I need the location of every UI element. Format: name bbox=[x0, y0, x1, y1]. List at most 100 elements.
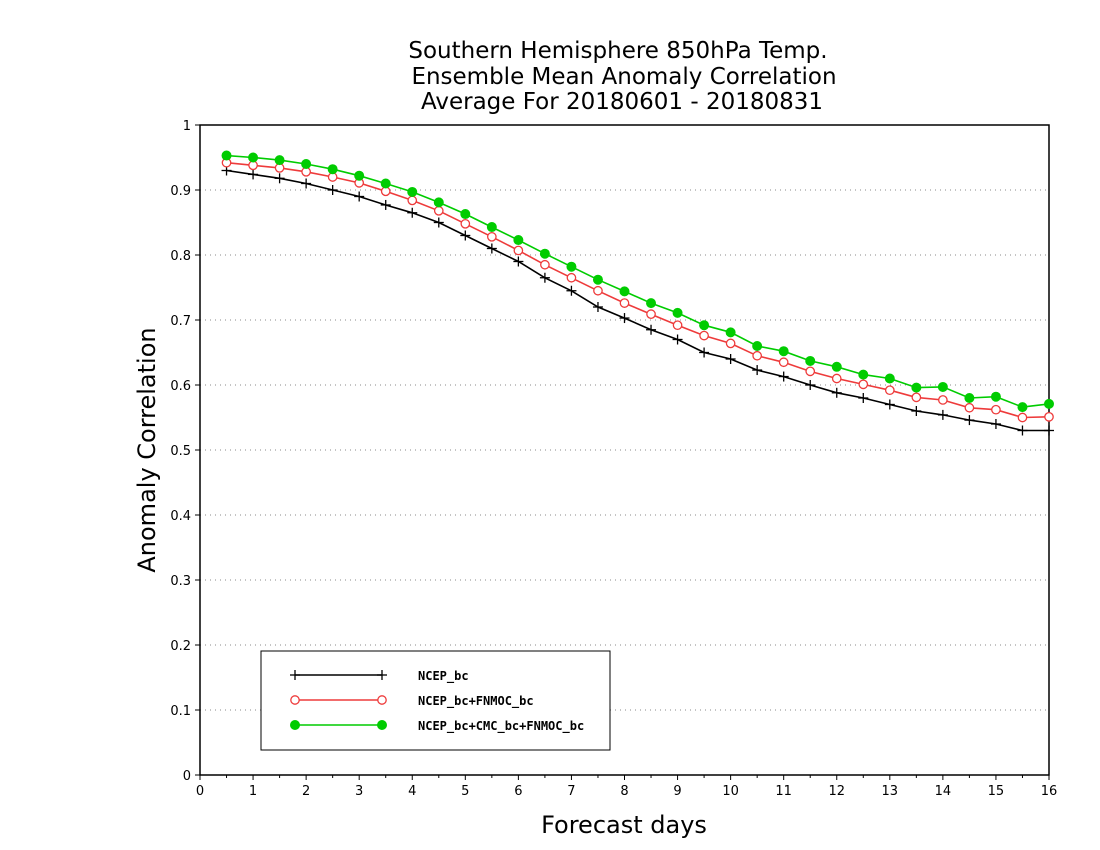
data-point bbox=[990, 391, 1001, 402]
data-point bbox=[274, 173, 285, 184]
data-point bbox=[911, 406, 922, 416]
data-point bbox=[407, 207, 418, 218]
data-point bbox=[354, 170, 365, 181]
y-tick-label: 0.4 bbox=[170, 509, 191, 524]
data-point bbox=[619, 298, 630, 308]
data-point bbox=[513, 245, 524, 256]
data-point bbox=[990, 419, 1001, 429]
data-point bbox=[592, 302, 603, 312]
legend-label: NCEP_bc+FNMOC_bc bbox=[418, 694, 534, 709]
data-point bbox=[566, 261, 577, 272]
data-point bbox=[221, 150, 232, 161]
data-point bbox=[699, 347, 710, 358]
data-point bbox=[1017, 402, 1028, 413]
data-point bbox=[752, 350, 763, 361]
data-point bbox=[884, 385, 895, 396]
title-line-3: Average For 20180601 - 20180831 bbox=[421, 89, 823, 115]
legend-entry-2: NCEP_bc+FNMOC_bc bbox=[290, 694, 534, 709]
data-point bbox=[593, 285, 603, 296]
x-tick-label: 8 bbox=[620, 784, 628, 799]
data-point bbox=[619, 286, 630, 297]
data-point bbox=[858, 379, 869, 390]
legend-marker bbox=[290, 695, 300, 705]
data-point bbox=[672, 307, 683, 318]
x-axis-ticks: 0 1 2 3 4 5 6 7 8 9 10 11 12 13 14 15 16 bbox=[196, 775, 1057, 799]
legend-marker bbox=[377, 695, 387, 705]
chart-title: Southern Hemisphere 850hPa Temp. Ensembl… bbox=[408, 38, 836, 115]
y-tick-label: 0.8 bbox=[170, 249, 191, 264]
series-2 bbox=[221, 157, 1054, 423]
data-point bbox=[301, 159, 312, 169]
data-point bbox=[513, 256, 524, 267]
gridlines bbox=[200, 189, 1049, 711]
data-point bbox=[672, 334, 683, 345]
data-point bbox=[486, 222, 497, 233]
data-point bbox=[778, 371, 789, 382]
data-point bbox=[619, 313, 630, 324]
data-point bbox=[805, 366, 816, 377]
data-point bbox=[699, 320, 710, 331]
y-tick-label: 0.1 bbox=[170, 704, 191, 719]
data-point bbox=[937, 409, 948, 420]
x-tick-label: 1 bbox=[249, 784, 257, 799]
x-tick-label: 5 bbox=[461, 784, 469, 799]
y-axis-ticks: 0 0.1 0.2 0.3 0.4 0.5 0.6 0.7 0.8 0.9 1 bbox=[170, 119, 200, 784]
data-point bbox=[699, 330, 709, 341]
data-point bbox=[566, 285, 577, 296]
data-point bbox=[938, 395, 948, 405]
x-tick-label: 14 bbox=[935, 784, 952, 799]
x-tick-label: 3 bbox=[355, 784, 363, 799]
data-point bbox=[433, 197, 444, 208]
data-point bbox=[646, 309, 656, 319]
y-tick-label: 0 bbox=[183, 769, 191, 784]
data-point bbox=[805, 380, 816, 390]
y-tick-label: 0.5 bbox=[170, 444, 191, 459]
data-point bbox=[672, 320, 683, 331]
legend-marker bbox=[290, 720, 300, 730]
data-point bbox=[380, 199, 391, 210]
data-point bbox=[778, 346, 789, 357]
data-point bbox=[1044, 425, 1054, 436]
data-point bbox=[1017, 412, 1028, 423]
data-point bbox=[1017, 425, 1028, 436]
y-axis-label: Anomaly Correlation bbox=[133, 327, 161, 572]
x-tick-label: 11 bbox=[775, 784, 792, 799]
data-point bbox=[991, 404, 1001, 415]
title-line-1: Southern Hemisphere 850hPa Temp. bbox=[408, 38, 827, 64]
data-point bbox=[725, 338, 736, 349]
data-point bbox=[752, 365, 763, 376]
data-point bbox=[725, 354, 736, 364]
legend-label: NCEP_bc+CMC_bc+FNMOC_bc bbox=[418, 719, 584, 734]
data-point bbox=[805, 355, 816, 366]
data-point bbox=[380, 178, 391, 189]
data-point bbox=[884, 399, 895, 410]
y-tick-label: 0.3 bbox=[170, 574, 191, 589]
y-tick-label: 0.7 bbox=[170, 314, 191, 329]
data-point bbox=[566, 272, 577, 283]
legend-marker bbox=[377, 720, 387, 730]
x-tick-label: 4 bbox=[408, 784, 416, 799]
data-point bbox=[354, 191, 365, 202]
data-point bbox=[1044, 398, 1054, 409]
data-point bbox=[858, 369, 869, 380]
data-point bbox=[911, 382, 922, 393]
title-line-2: Ensemble Mean Anomaly Correlation bbox=[411, 64, 836, 90]
data-point bbox=[964, 402, 975, 413]
data-point bbox=[540, 259, 550, 270]
y-tick-label: 1 bbox=[183, 119, 191, 134]
data-point bbox=[513, 235, 524, 246]
data-point bbox=[301, 178, 312, 189]
y-tick-label: 0.6 bbox=[170, 379, 191, 394]
data-point bbox=[327, 185, 338, 195]
data-point bbox=[831, 361, 842, 372]
series-layer bbox=[221, 150, 1054, 436]
legend-entry-3: NCEP_bc+CMC_bc+FNMOC_bc bbox=[290, 719, 584, 734]
data-point bbox=[884, 373, 895, 384]
x-tick-label: 6 bbox=[514, 784, 522, 799]
data-point bbox=[646, 324, 657, 335]
data-point bbox=[831, 387, 842, 398]
data-point bbox=[460, 209, 471, 220]
data-point bbox=[964, 415, 975, 426]
legend-marker bbox=[290, 670, 300, 680]
data-point bbox=[248, 169, 259, 180]
